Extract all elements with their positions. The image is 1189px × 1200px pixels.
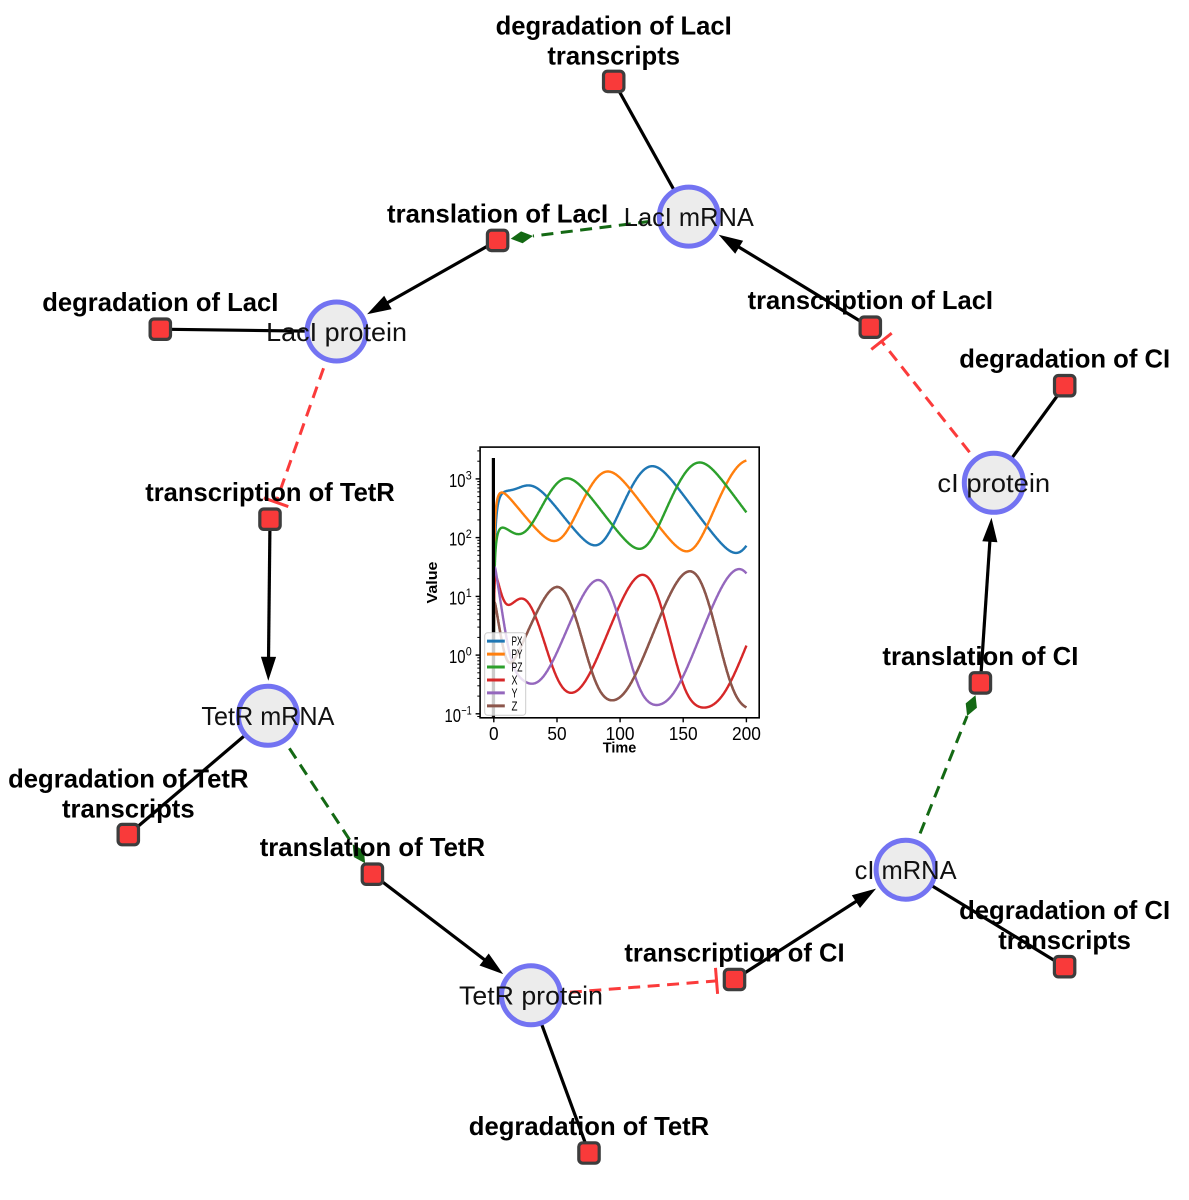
svg-text:transcription of CI: transcription of CI bbox=[624, 937, 844, 967]
svg-text:10: 10 bbox=[449, 647, 466, 667]
svg-text:Z: Z bbox=[512, 699, 518, 713]
svg-text:X: X bbox=[512, 674, 518, 688]
svg-text:cI protein: cI protein bbox=[937, 468, 1050, 498]
svg-text:transcription of TetR: transcription of TetR bbox=[145, 477, 395, 507]
svg-text:10: 10 bbox=[449, 471, 466, 491]
svg-text:3: 3 bbox=[466, 468, 472, 482]
svg-text:50: 50 bbox=[547, 724, 566, 744]
svg-text:1: 1 bbox=[466, 586, 472, 600]
svg-text:100: 100 bbox=[606, 724, 635, 744]
svg-text:transcription of LacI: transcription of LacI bbox=[748, 285, 993, 315]
svg-text:0: 0 bbox=[489, 724, 499, 744]
svg-text:−1: −1 bbox=[461, 703, 472, 717]
svg-text:PY: PY bbox=[512, 648, 523, 662]
svg-text:PZ: PZ bbox=[512, 661, 523, 675]
svg-text:150: 150 bbox=[669, 724, 698, 744]
svg-text:PX: PX bbox=[512, 635, 523, 649]
svg-text:degradation of TetR: degradation of TetR bbox=[8, 764, 249, 794]
svg-text:200: 200 bbox=[732, 724, 761, 744]
svg-text:10: 10 bbox=[445, 706, 462, 726]
svg-text:2: 2 bbox=[466, 527, 472, 541]
svg-text:TetR protein: TetR protein bbox=[459, 981, 603, 1011]
svg-text:Y: Y bbox=[512, 686, 518, 700]
svg-text:degradation of TetR: degradation of TetR bbox=[469, 1111, 710, 1141]
svg-text:translation of LacI: translation of LacI bbox=[387, 198, 608, 228]
svg-text:10: 10 bbox=[449, 588, 466, 608]
svg-text:translation of CI: translation of CI bbox=[882, 641, 1078, 671]
svg-text:translation of TetR: translation of TetR bbox=[260, 832, 486, 862]
svg-text:degradation of LacI: degradation of LacI bbox=[496, 10, 732, 40]
svg-text:degradation of CI: degradation of CI bbox=[959, 895, 1170, 925]
svg-text:LacI mRNA: LacI mRNA bbox=[624, 202, 755, 232]
svg-text:TetR mRNA: TetR mRNA bbox=[201, 701, 335, 731]
svg-text:degradation of LacI: degradation of LacI bbox=[42, 287, 278, 317]
svg-text:Time: Time bbox=[603, 741, 637, 757]
svg-text:LacI protein: LacI protein bbox=[266, 317, 407, 347]
svg-text:0: 0 bbox=[466, 645, 472, 659]
svg-text:transcripts: transcripts bbox=[547, 40, 680, 70]
svg-text:10: 10 bbox=[449, 530, 466, 550]
svg-text:Value: Value bbox=[425, 562, 441, 604]
svg-text:degradation of CI: degradation of CI bbox=[959, 344, 1170, 374]
svg-text:transcripts: transcripts bbox=[998, 925, 1131, 955]
svg-text:cI mRNA: cI mRNA bbox=[855, 855, 958, 885]
svg-text:transcripts: transcripts bbox=[62, 794, 195, 824]
